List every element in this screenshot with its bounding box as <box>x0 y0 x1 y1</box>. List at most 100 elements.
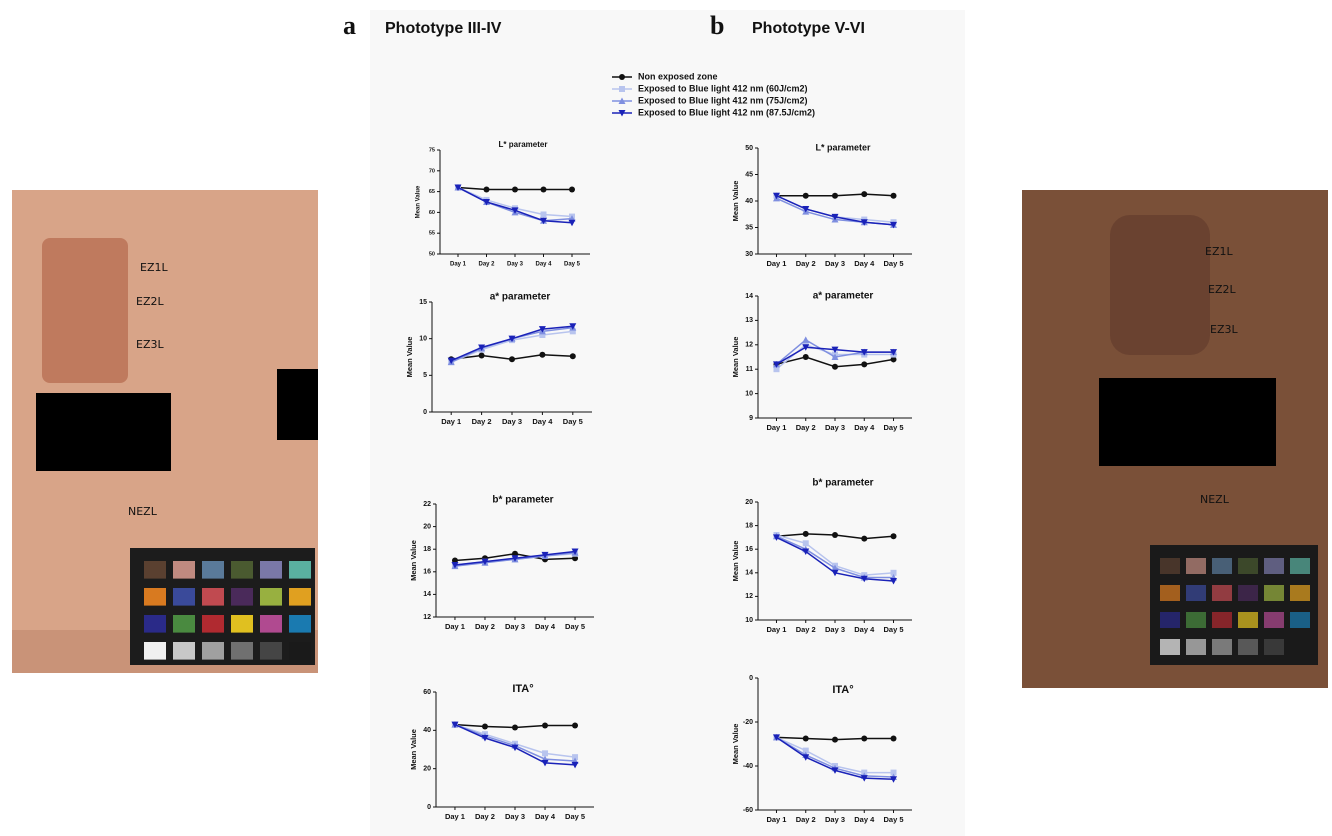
x-tick-label: Day 2 <box>472 417 492 426</box>
panel-letter: b <box>710 11 724 40</box>
y-axis-label: Mean Value <box>405 337 414 378</box>
color-patch <box>1238 639 1258 655</box>
point <box>802 530 809 537</box>
y-tick-label: 11 <box>746 366 754 373</box>
point <box>890 192 897 199</box>
y-tick-label: 40 <box>423 727 431 734</box>
point <box>619 74 625 80</box>
color-patch <box>260 588 282 606</box>
y-tick-label: 0 <box>749 675 753 682</box>
x-tick-label: Day 4 <box>854 815 875 824</box>
x-tick-label: Day 4 <box>535 262 552 268</box>
y-tick-label: 18 <box>745 522 753 529</box>
point <box>483 199 490 206</box>
color-patch <box>1212 585 1232 601</box>
y-tick-label: 14 <box>745 293 753 300</box>
color-patch <box>1290 558 1310 574</box>
photo-label: NEZL <box>128 505 158 518</box>
point <box>802 344 810 351</box>
color-patch <box>260 561 282 579</box>
y-axis-label: Mean Value <box>731 181 740 222</box>
photo-label: EZ2L <box>136 295 164 308</box>
point <box>890 356 897 363</box>
point <box>481 558 489 566</box>
point <box>831 353 839 360</box>
point <box>542 750 549 757</box>
color-patch <box>144 642 166 660</box>
chart: b* parameter Mean Value 10 12 14 16 18 20 Day 1 D… <box>731 478 912 634</box>
color-patch <box>1186 585 1206 601</box>
point <box>890 769 897 776</box>
x-tick-label: Day 2 <box>475 812 495 821</box>
y-tick-label: 20 <box>423 523 431 530</box>
color-patch <box>1212 639 1232 655</box>
point <box>831 569 839 577</box>
y-tick-label: 10 <box>745 617 753 624</box>
chart-title: b* parameter <box>812 478 873 489</box>
point <box>541 759 549 767</box>
x-tick-label: Day 5 <box>884 423 904 432</box>
point <box>540 217 547 225</box>
y-tick-label: -40 <box>743 763 753 770</box>
x-tick-label: Day 4 <box>535 622 556 631</box>
x-tick-label: Day 1 <box>766 423 786 432</box>
point <box>831 346 839 354</box>
point <box>451 721 459 729</box>
point <box>571 548 579 555</box>
x-tick-label: Day 2 <box>475 622 495 631</box>
point <box>802 754 810 761</box>
y-axis-label: Mean Value <box>731 337 740 378</box>
color-patch <box>1264 558 1284 574</box>
chart: ITA° Mean Value 0 20 40 60 Day 1 Day 2 Day 3 Day … <box>409 683 594 821</box>
point <box>831 564 839 572</box>
point <box>890 569 897 576</box>
photo-label: EZ3L <box>1210 323 1238 336</box>
x-tick-label: Day 3 <box>825 423 845 432</box>
color-patch <box>202 642 224 660</box>
chart-title: L* parameter <box>499 140 548 149</box>
x-tick-label: Day 1 <box>766 259 786 268</box>
point <box>539 332 546 338</box>
y-tick-label: 15 <box>419 299 427 306</box>
x-tick-label: Day 4 <box>854 259 875 268</box>
point <box>861 735 868 742</box>
point <box>572 722 579 729</box>
color-patch <box>289 561 311 579</box>
point <box>572 555 579 562</box>
x-tick-label: Day 1 <box>450 262 467 268</box>
y-tick-label: 20 <box>423 766 431 773</box>
point <box>454 184 462 191</box>
point <box>539 351 546 358</box>
point <box>802 548 810 556</box>
photo-label: NEZL <box>1200 493 1230 506</box>
point <box>861 361 868 368</box>
y-tick-label: 65 <box>429 189 435 195</box>
color-patch <box>1264 585 1284 601</box>
point <box>772 192 780 200</box>
y-tick-label: 18 <box>423 546 431 553</box>
point <box>451 557 458 564</box>
point <box>832 736 838 743</box>
point <box>569 323 577 330</box>
y-tick-label: 13 <box>745 317 753 324</box>
point <box>483 186 490 193</box>
point <box>890 578 898 585</box>
x-tick-label: Day 4 <box>535 812 556 821</box>
y-tick-label: 22 <box>423 501 431 508</box>
y-tick-label: 75 <box>429 147 435 153</box>
y-tick-label: 16 <box>745 546 753 553</box>
chart: L* parameter Mean Value 30 35 40 45 50 Day 1 Day… <box>731 142 912 268</box>
y-tick-label: 60 <box>429 210 435 216</box>
point <box>772 534 780 541</box>
color-patch <box>202 561 224 579</box>
x-tick-label: Day 3 <box>502 417 522 426</box>
point <box>511 744 519 752</box>
point <box>802 540 809 547</box>
x-tick-label: Day 1 <box>766 815 786 824</box>
y-tick-label: 12 <box>745 342 753 349</box>
y-tick-label: 14 <box>423 591 431 598</box>
color-patch <box>289 615 311 633</box>
y-tick-label: 50 <box>745 145 753 152</box>
